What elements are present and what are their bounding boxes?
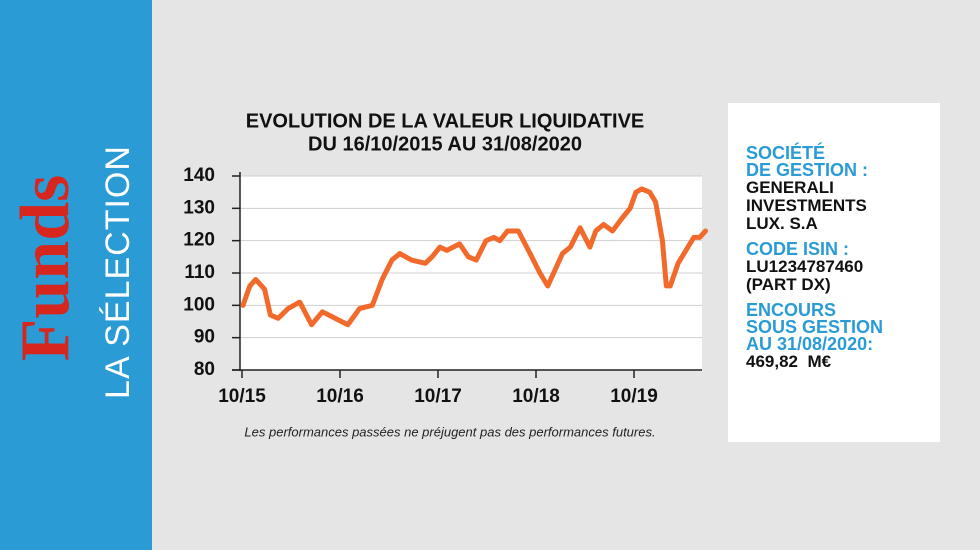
y-tick-label: 130 [183,197,215,218]
info-label-line: ENCOURS [746,300,837,320]
footnote: Les performances passées ne préjugent pa… [244,424,655,439]
info-label-line: AU 31/08/2020: [746,334,874,354]
chart-title: DU 16/10/2015 AU 31/08/2020 [308,133,582,155]
info-label-line: SOUS GESTION [746,317,884,337]
brand: Funds [7,175,84,362]
x-tick-label: 10/18 [512,386,560,407]
chart-title: EVOLUTION DE LA VALEUR LIQUIDATIVE [246,110,645,132]
sidebar [0,0,152,550]
info-value: 469,82 M€ [746,353,940,371]
info-label: SOCIÉTÉ DE GESTION : [746,143,940,180]
x-tick-label: 10/17 [414,386,462,407]
x-tick-label: 10/15 [218,386,266,407]
line-series [240,186,709,328]
y-tick-label: 90 [194,327,215,348]
brand-subtitle: LA SÉLECTION [99,145,137,399]
info-label-line: DE GESTION : [746,160,869,180]
y-tick-label: 80 [194,359,215,380]
info-label-line: SOCIÉTÉ [746,143,826,163]
info-label: ENCOURS SOUS GESTION AU 31/08/2020: [746,300,940,354]
x-tick-label: 10/19 [610,386,658,407]
info-label: CODE ISIN : [746,239,940,259]
y-tick-label: 120 [183,230,215,251]
info-value-line: GENERALI [746,178,834,197]
y-tick-label: 140 [183,165,215,186]
y-tick-label: 100 [183,294,215,315]
info-value-line: LUX. S.A [746,214,818,233]
info-value-line: LU1234787460 [746,257,864,276]
info-value-line: INVESTMENTS [746,196,867,215]
y-tick-label: 110 [184,262,215,283]
info-panel: SOCIÉTÉ DE GESTION : GENERALI INVESTMENTS LU… [728,103,940,442]
info-label-line: CODE ISIN : [746,239,850,259]
x-tick-label: 10/16 [316,386,364,407]
info-value-line: (PART DX) [746,275,831,294]
info-value: LU1234787460 (PART DX) [746,258,940,294]
info-value-line: 469,82 M€ [746,352,832,371]
info-value: GENERALI INVESTMENTS LUX. S.A [746,179,940,233]
